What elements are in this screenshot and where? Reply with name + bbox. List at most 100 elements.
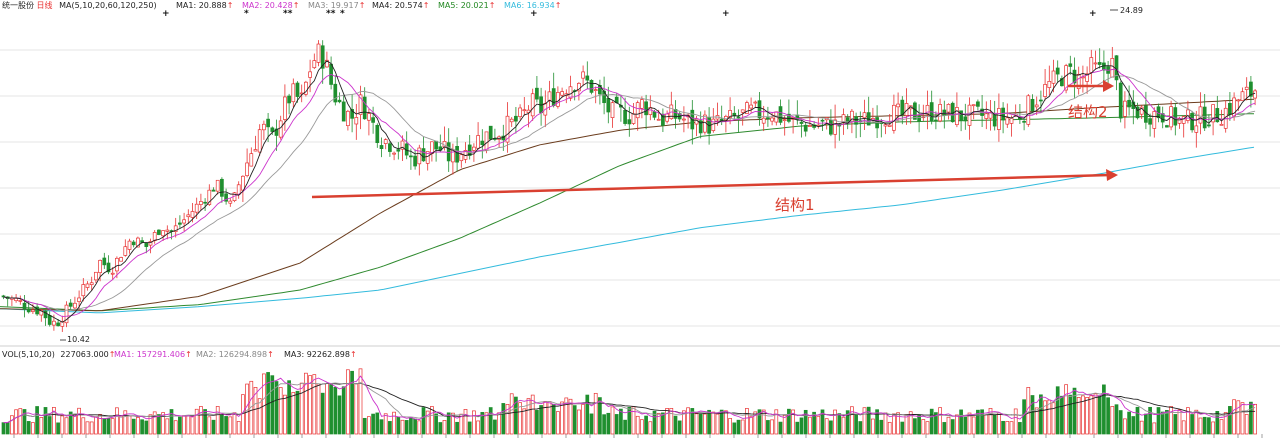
volume-bar bbox=[451, 412, 455, 435]
volume-bar bbox=[287, 380, 291, 435]
volume-bar bbox=[1064, 384, 1068, 435]
candle-body bbox=[1030, 98, 1035, 112]
volume-bar bbox=[274, 381, 279, 435]
candle-body bbox=[1068, 63, 1073, 67]
volume-bar bbox=[94, 416, 98, 435]
svg-text:统一股份 日线 MA(5,10,20: 统一股份 日线 MA(5,10,20,60,120,250) bbox=[2, 0, 157, 10]
volume-bar bbox=[446, 412, 451, 435]
volume-bar bbox=[522, 408, 527, 435]
candle-body bbox=[883, 124, 888, 127]
candle-body bbox=[1093, 62, 1098, 65]
candle-body bbox=[581, 71, 585, 79]
volume-bar bbox=[199, 406, 203, 435]
candle-body bbox=[917, 115, 921, 122]
volume-bar bbox=[572, 405, 577, 435]
ma250-path bbox=[0, 146, 1255, 314]
volume-bar bbox=[207, 416, 212, 435]
volume-bar bbox=[295, 390, 300, 435]
candle-body bbox=[22, 302, 27, 310]
volume-bar bbox=[102, 418, 107, 435]
candle-body bbox=[257, 129, 262, 153]
volume-bar bbox=[808, 416, 812, 435]
volume-bar bbox=[829, 420, 833, 435]
volume-bar bbox=[1102, 384, 1106, 435]
candle-body bbox=[1165, 125, 1169, 128]
volume-bar bbox=[106, 418, 111, 435]
candle-body bbox=[1144, 105, 1148, 123]
volume-bar bbox=[812, 411, 816, 435]
volume-bar bbox=[967, 412, 972, 435]
candle-body bbox=[1135, 106, 1140, 119]
candle-body bbox=[102, 257, 107, 266]
vol-ma5-line bbox=[3, 375, 1256, 424]
volume-bar bbox=[631, 406, 636, 435]
candle-body bbox=[938, 104, 942, 122]
candle-body bbox=[1009, 117, 1014, 124]
volume-bar bbox=[1051, 402, 1056, 435]
volume-bar bbox=[799, 417, 804, 435]
volume-bar bbox=[467, 421, 472, 435]
volume-bar bbox=[455, 421, 459, 435]
volume-bar bbox=[770, 419, 774, 435]
candle-body bbox=[610, 102, 615, 118]
volume-bar bbox=[203, 409, 207, 435]
volume-bar bbox=[1018, 422, 1022, 435]
candle-body bbox=[1089, 57, 1094, 73]
volume-bar bbox=[677, 420, 682, 435]
low-label: 10.42 bbox=[67, 335, 90, 344]
volume-bar bbox=[1039, 394, 1043, 435]
candle-body bbox=[761, 117, 766, 124]
candle-body bbox=[262, 123, 266, 131]
volume-bar bbox=[1223, 412, 1228, 435]
candle-body bbox=[892, 104, 896, 131]
candle-body bbox=[350, 109, 354, 119]
volume-bar bbox=[740, 419, 745, 435]
candle-body bbox=[1076, 73, 1081, 90]
volume-bar bbox=[749, 416, 753, 435]
candle-body bbox=[1043, 84, 1047, 97]
candle-body bbox=[64, 304, 69, 324]
volume-bar bbox=[178, 416, 182, 435]
volume-bar bbox=[963, 416, 968, 435]
candle-body bbox=[749, 104, 753, 109]
volume-bar bbox=[1110, 406, 1115, 435]
volume-bar bbox=[413, 418, 417, 435]
candle-body bbox=[110, 272, 115, 275]
volume-bar bbox=[1144, 413, 1148, 435]
volume-bar bbox=[875, 409, 879, 435]
candle-body bbox=[1005, 117, 1010, 125]
volume-bar bbox=[299, 382, 304, 435]
volume-bar bbox=[1194, 409, 1199, 435]
candle-body bbox=[35, 306, 39, 315]
candle-body bbox=[1152, 111, 1157, 129]
volume-bar bbox=[115, 407, 119, 435]
candle-body bbox=[1198, 106, 1203, 124]
volume-bar bbox=[1139, 420, 1144, 435]
volume-bar bbox=[1152, 422, 1157, 435]
volume-bar bbox=[5, 422, 10, 435]
candle-body bbox=[152, 232, 157, 242]
candle-body bbox=[1085, 73, 1089, 82]
candle-body bbox=[274, 128, 279, 136]
candle-body bbox=[60, 321, 65, 327]
volume-bar bbox=[430, 406, 434, 435]
volume-bar bbox=[1181, 420, 1186, 435]
volume-bar bbox=[253, 387, 258, 435]
candle-body bbox=[1110, 58, 1115, 78]
volume-bar bbox=[942, 422, 947, 435]
candle-body bbox=[371, 117, 375, 123]
volume-bar bbox=[925, 421, 930, 435]
volume-bar bbox=[283, 394, 287, 435]
volume-bar bbox=[589, 413, 594, 435]
volume-bar bbox=[761, 409, 766, 435]
candle-body bbox=[1022, 120, 1026, 123]
volume-bar bbox=[18, 408, 23, 435]
volume-bar bbox=[136, 417, 140, 435]
volume-bar bbox=[694, 413, 699, 435]
volume-bar bbox=[409, 417, 413, 435]
volume-bar bbox=[551, 403, 556, 435]
event-marker: * bbox=[340, 9, 345, 19]
volume-params: VOL(5,10,20) bbox=[2, 350, 55, 359]
candle-body bbox=[1148, 118, 1152, 125]
